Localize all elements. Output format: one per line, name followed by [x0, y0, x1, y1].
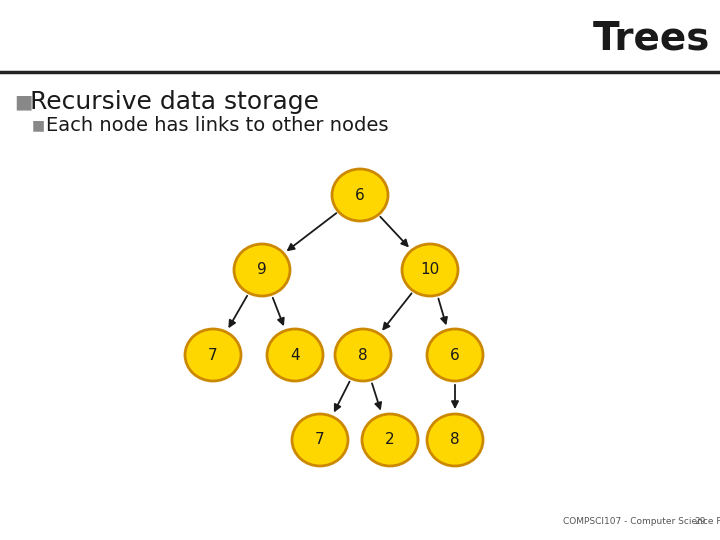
Text: 29: 29 — [695, 517, 706, 526]
Text: COMPSCI107 - Computer Science Fundamentals: COMPSCI107 - Computer Science Fundamenta… — [563, 517, 720, 526]
Ellipse shape — [362, 414, 418, 466]
Ellipse shape — [332, 169, 388, 221]
Text: Each node has links to other nodes: Each node has links to other nodes — [46, 116, 389, 135]
Text: 7: 7 — [315, 433, 325, 448]
Text: ■: ■ — [14, 92, 32, 111]
Text: ■: ■ — [32, 118, 45, 132]
Ellipse shape — [267, 329, 323, 381]
Text: 6: 6 — [355, 187, 365, 202]
Ellipse shape — [234, 244, 290, 296]
Text: 2: 2 — [385, 433, 395, 448]
Text: 9: 9 — [257, 262, 267, 278]
Text: 6: 6 — [450, 348, 460, 362]
Ellipse shape — [402, 244, 458, 296]
Ellipse shape — [335, 329, 391, 381]
Ellipse shape — [292, 414, 348, 466]
Text: Recursive data storage: Recursive data storage — [30, 90, 319, 114]
Text: Trees: Trees — [593, 20, 710, 58]
Ellipse shape — [185, 329, 241, 381]
Text: 7: 7 — [208, 348, 218, 362]
Text: 8: 8 — [450, 433, 460, 448]
Text: 8: 8 — [358, 348, 368, 362]
Text: 10: 10 — [420, 262, 440, 278]
Text: 4: 4 — [290, 348, 300, 362]
Ellipse shape — [427, 414, 483, 466]
Ellipse shape — [427, 329, 483, 381]
